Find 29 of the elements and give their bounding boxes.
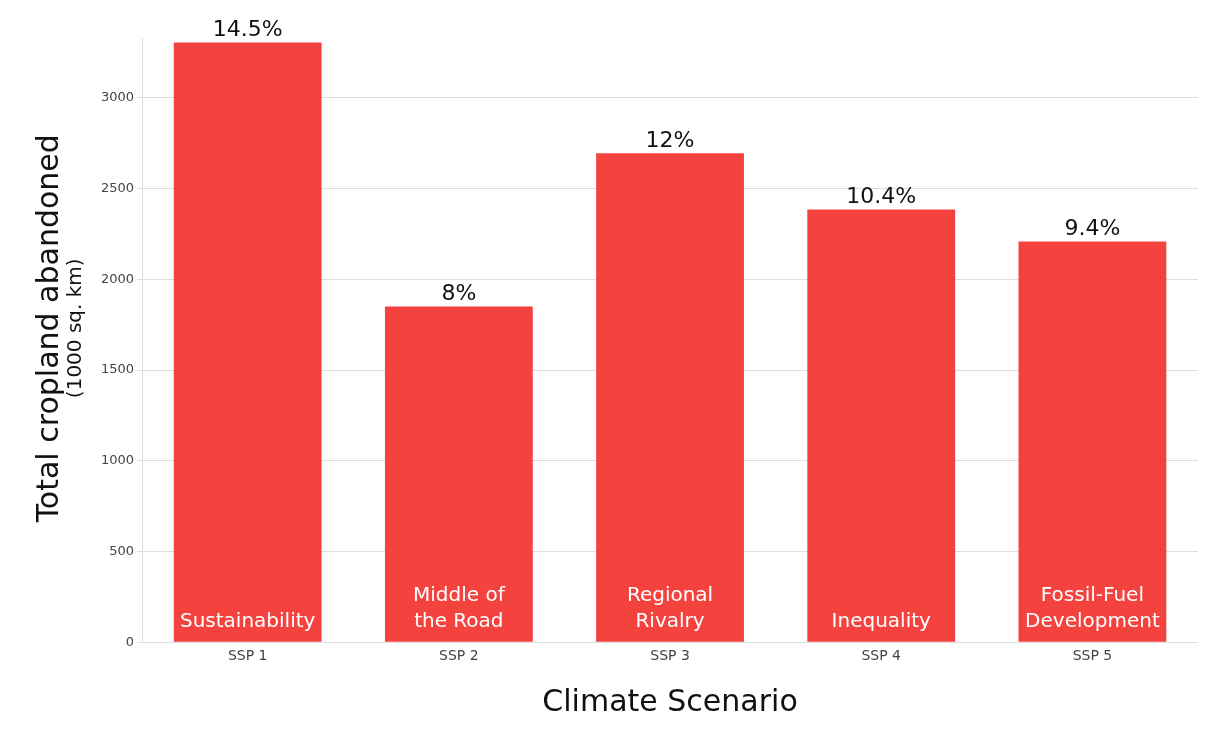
annotation: 12% — [645, 126, 695, 152]
annotation: 8% — [441, 280, 477, 306]
bar — [1018, 241, 1167, 642]
bar — [596, 153, 744, 642]
x-tick-label: SSP 4 — [861, 647, 902, 664]
annotation: Middle of the Road — [413, 582, 506, 633]
y-tick-label: 0 — [125, 633, 135, 649]
annotation: 10.4% — [846, 183, 917, 209]
annotation: Sustainability — [179, 608, 316, 633]
x-tick-label: SSP 5 — [1072, 647, 1113, 664]
bar — [173, 42, 322, 642]
x-tick-label: SSP 2 — [439, 647, 479, 664]
annotation: 9.4% — [1064, 215, 1121, 241]
y-tick-label: 1000 — [100, 452, 135, 468]
bar — [807, 209, 956, 642]
annotation: Inequality — [831, 608, 932, 633]
y-tick-label: 2000 — [100, 270, 135, 286]
annotation: Regional Rivalry — [626, 582, 714, 633]
y-axis-title: Total cropland abandoned — [29, 133, 65, 523]
bar — [384, 306, 533, 642]
y-tick-label: 3000 — [100, 89, 135, 105]
x-tick-label: SSP 3 — [650, 647, 690, 664]
annotation: Fossil-Fuel Development — [1025, 582, 1160, 633]
y-tick-label: 500 — [109, 542, 135, 558]
y-tick-label: 2500 — [100, 179, 135, 195]
x-axis-title: Climate Scenario — [542, 682, 798, 718]
x-tick-label: SSP 1 — [227, 647, 268, 664]
annotation: 14.5% — [212, 16, 283, 42]
y-tick-label: 1500 — [100, 361, 135, 377]
